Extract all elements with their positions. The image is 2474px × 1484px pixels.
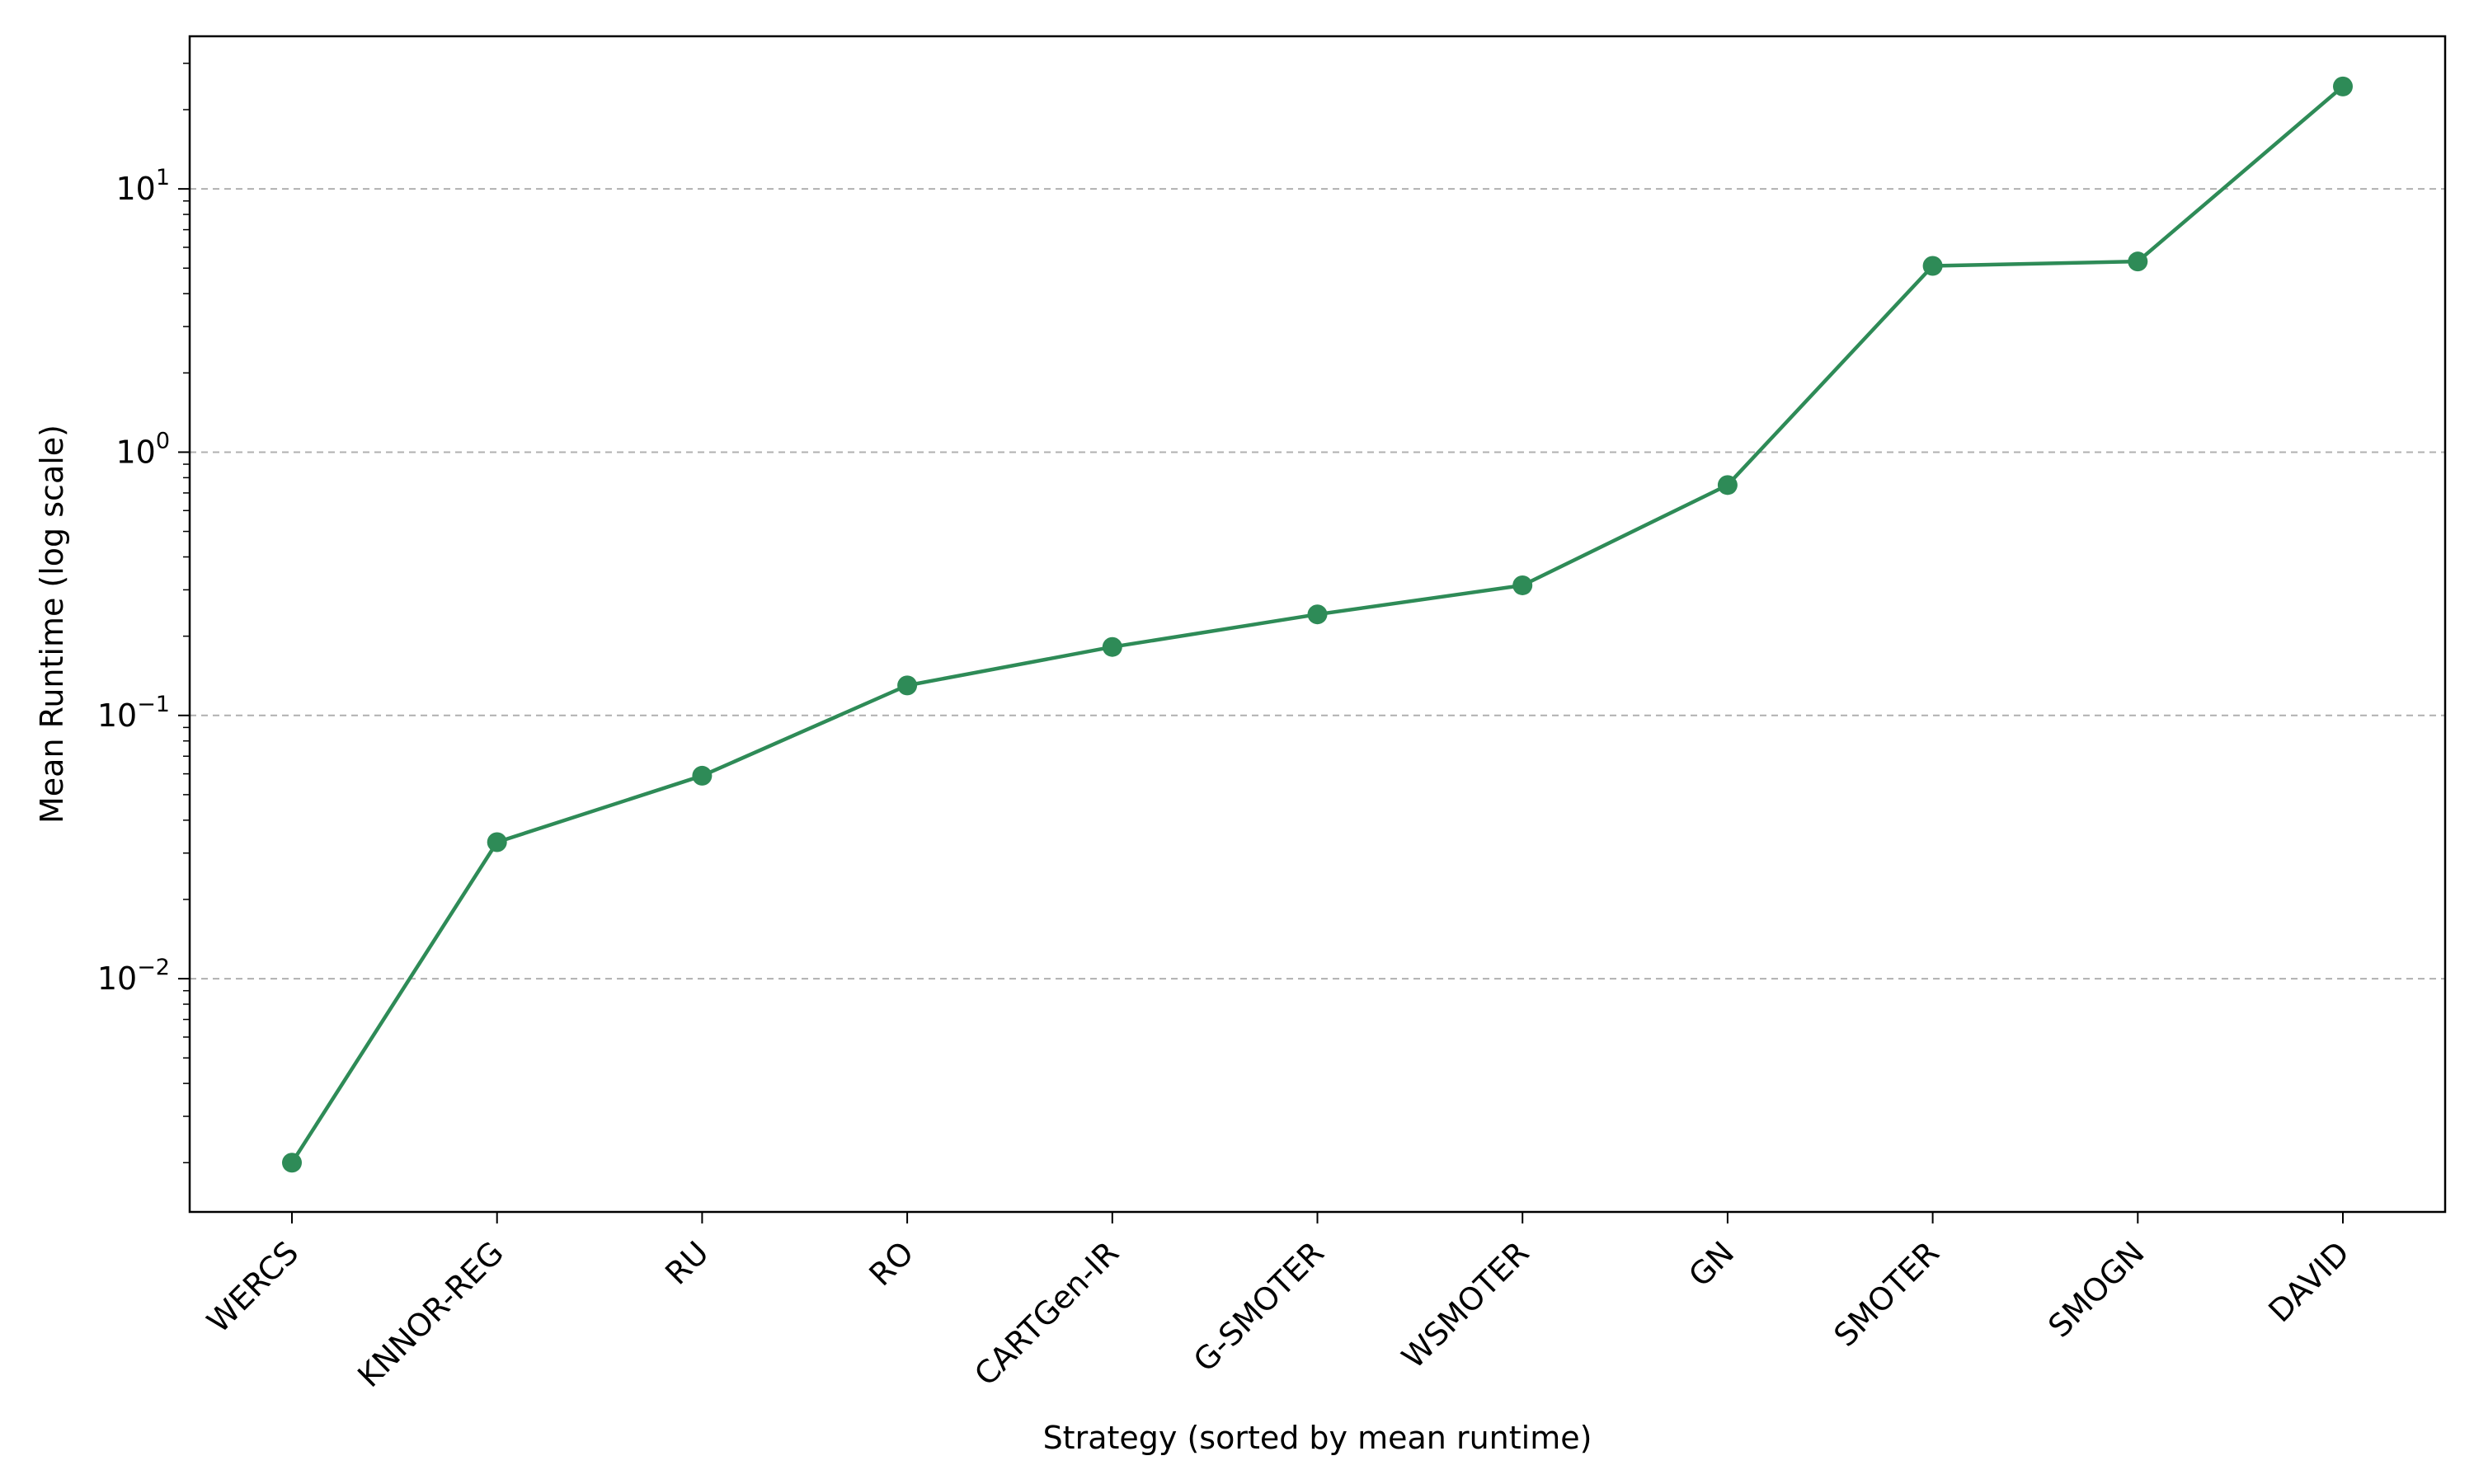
x-tick-label: CARTGen-IR <box>967 1234 1126 1392</box>
y-tick-label: 10−2 <box>97 955 170 997</box>
data-point <box>2128 251 2148 272</box>
data-point <box>1717 475 1738 495</box>
y-tick-label: 101 <box>115 165 170 207</box>
data-point <box>282 1153 302 1173</box>
x-tick-label: DAVID <box>2261 1234 2356 1329</box>
series-line <box>290 85 2345 1164</box>
series-line-layer <box>282 76 2353 1173</box>
x-tick-labels: WERCS KNNOR-REG RU RO CARTGen-IR G-SMOTER WSMO… <box>200 1234 2357 1394</box>
data-point <box>897 675 918 696</box>
data-point <box>692 765 713 786</box>
axes <box>178 35 2447 1223</box>
y-axis-title: Mean Runtime (log scale) <box>34 425 70 824</box>
grid-lines <box>190 188 2445 980</box>
data-point <box>1512 575 1533 595</box>
x-tick-label: SMOGN <box>2041 1234 2151 1344</box>
x-tick-label: G-SMOTER <box>1187 1234 1331 1378</box>
y-tick-labels: 10−2 10−1 100 101 <box>97 165 170 997</box>
x-tick-label: RO <box>863 1234 921 1293</box>
x-tick-label: SMOTER <box>1827 1234 1946 1354</box>
data-point <box>1102 636 1122 657</box>
x-tick-label: WSMOTER <box>1395 1234 1536 1375</box>
x-tick-label: KNNOR-REG <box>350 1234 510 1394</box>
data-point <box>487 832 507 852</box>
x-axis-title: Strategy (sorted by mean runtime) <box>1043 1420 1592 1456</box>
data-point <box>1307 604 1328 625</box>
x-tick-label: GN <box>1681 1234 1741 1294</box>
y-tick-label: 10−1 <box>97 692 170 734</box>
data-point <box>1922 256 1943 276</box>
data-point <box>2333 76 2353 96</box>
x-tick-label: WERCS <box>200 1234 306 1340</box>
x-tick-label: RU <box>658 1234 715 1291</box>
y-tick-label: 100 <box>115 428 170 470</box>
